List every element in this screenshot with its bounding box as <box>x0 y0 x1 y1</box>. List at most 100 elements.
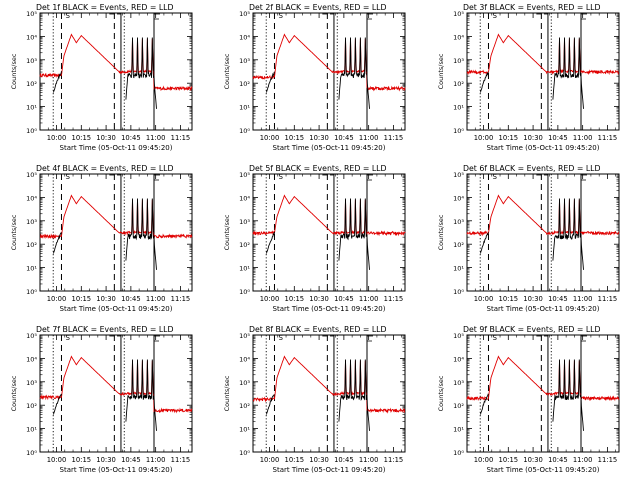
x-tick-label: 11:00 <box>359 295 379 303</box>
x-tick-label: 10:15 <box>72 295 92 303</box>
y-tick-label: 10³ <box>239 218 250 226</box>
x-tick-label: 10:30 <box>523 295 543 303</box>
plot-frame <box>252 12 406 131</box>
y-tick-label: 10⁵ <box>239 10 250 18</box>
x-tick-label: 10:15 <box>499 134 519 142</box>
x-tick-label: 10:15 <box>72 134 92 142</box>
panel-1f: Det 1f BLACK = Events, RED = LLD 10⁰ 10¹ 10… <box>10 3 193 152</box>
y-tick-label: 10⁴ <box>239 194 250 202</box>
events-series-line <box>52 71 62 93</box>
events-series-line <box>125 198 157 270</box>
y-tick-label: 10¹ <box>26 426 37 434</box>
panel-4f: Det 4f BLACK = Events, RED = LLD 10⁰ 10¹ 10… <box>10 164 193 313</box>
events-series-line <box>265 394 275 415</box>
x-tick-label: 10:15 <box>285 134 305 142</box>
x-tick-label: 11:15 <box>171 134 191 142</box>
x-tick-label: 11:15 <box>598 134 618 142</box>
y-axis-label: Counts/sec <box>10 214 18 250</box>
marker-bracket <box>153 13 160 20</box>
y-axis-label: Counts/sec <box>437 375 445 411</box>
plot-frame <box>466 12 620 131</box>
marker-bracket <box>153 335 160 342</box>
x-tick-label: 10:15 <box>285 295 305 303</box>
y-tick-label: 10⁴ <box>453 355 464 363</box>
x-tick-label: 10:30 <box>96 456 116 464</box>
y-tick-label: 10⁰ <box>26 288 37 296</box>
y-tick-label: 10² <box>26 402 37 410</box>
x-tick-label: 10:30 <box>523 134 543 142</box>
panel-title: Det 3f BLACK = Events, RED = LLD <box>463 3 601 12</box>
x-tick-label: 11:00 <box>359 134 379 142</box>
y-tick-label: 10³ <box>453 57 464 65</box>
x-tick-label: 10:15 <box>499 456 519 464</box>
x-tick-label: 10:45 <box>548 295 568 303</box>
x-tick-label: 10:00 <box>47 134 67 142</box>
x-tick-label: 10:45 <box>121 295 141 303</box>
y-axis-label: Counts/sec <box>10 53 18 89</box>
y-tick-label: 10⁵ <box>239 332 250 340</box>
y-tick-label: 10⁵ <box>453 332 464 340</box>
panel-6f: Det 6f BLACK = Events, RED = LLD 10⁰ 10¹ 10… <box>437 164 620 313</box>
y-axis-label: Counts/sec <box>437 214 445 250</box>
y-tick-label: 10⁵ <box>453 10 464 18</box>
y-tick-label: 10³ <box>26 57 37 65</box>
marker-s-glyph: S <box>65 334 70 342</box>
x-tick-label: 10:15 <box>72 456 92 464</box>
x-tick-label: 10:30 <box>96 295 116 303</box>
panel-2f: Det 2f BLACK = Events, RED = LLD 10⁰ 10¹ 10… <box>223 3 406 152</box>
y-tick-label: 10² <box>453 80 464 88</box>
lld-series-line <box>466 33 619 76</box>
panel-title: Det 7f BLACK = Events, RED = LLD <box>36 325 174 334</box>
x-tick-label: 11:00 <box>146 295 166 303</box>
marker-s-glyph: S <box>278 173 283 181</box>
panel-title: Det 9f BLACK = Events, RED = LLD <box>463 325 601 334</box>
marker-s-glyph: S <box>492 334 497 342</box>
panel-title: Det 6f BLACK = Events, RED = LLD <box>463 164 601 173</box>
y-tick-label: 10⁵ <box>453 171 464 179</box>
y-tick-label: 10¹ <box>239 104 250 112</box>
x-axis-label: Start Time (05-Oct-11 09:45:20) <box>487 144 600 152</box>
y-axis-label: Counts/sec <box>10 375 18 411</box>
y-tick-label: 10⁴ <box>453 33 464 41</box>
plot-frame <box>39 334 193 453</box>
x-tick-label: 10:30 <box>309 295 329 303</box>
x-tick-label: 11:15 <box>384 134 404 142</box>
y-tick-label: 10⁰ <box>239 449 250 457</box>
panel-title: Det 1f BLACK = Events, RED = LLD <box>36 3 174 12</box>
x-tick-label: 10:30 <box>96 134 116 142</box>
plot-frame <box>252 334 406 453</box>
x-tick-label: 10:45 <box>548 134 568 142</box>
y-tick-label: 10¹ <box>26 104 37 112</box>
panel-title: Det 8f BLACK = Events, RED = LLD <box>249 325 387 334</box>
x-tick-label: 10:45 <box>121 456 141 464</box>
marker-bracket <box>366 174 373 181</box>
x-tick-label: 10:45 <box>121 134 141 142</box>
lld-series-line <box>252 194 406 237</box>
x-tick-label: 11:00 <box>146 456 166 464</box>
y-tick-label: 10³ <box>239 57 250 65</box>
y-tick-label: 10⁰ <box>26 449 37 457</box>
events-series-line <box>552 37 584 109</box>
y-tick-label: 10⁰ <box>453 288 464 296</box>
marker-bracket <box>366 335 373 342</box>
marker-s-glyph: S <box>65 173 70 181</box>
y-tick-label: 10⁴ <box>453 194 464 202</box>
x-tick-label: 10:00 <box>47 456 67 464</box>
x-tick-label: 10:00 <box>47 295 67 303</box>
y-tick-label: 10² <box>239 402 250 410</box>
events-series-line <box>125 37 157 109</box>
y-axis-label: Counts/sec <box>223 375 231 411</box>
x-axis-label: Start Time (05-Oct-11 09:45:20) <box>60 305 173 313</box>
y-tick-label: 10⁵ <box>26 10 37 18</box>
plot-frame <box>39 173 193 292</box>
events-series-line <box>552 198 584 270</box>
x-axis-label: Start Time (05-Oct-11 09:45:20) <box>487 305 600 313</box>
panel-5f: Det 5f BLACK = Events, RED = LLD 10⁰ 10¹ 10… <box>223 164 406 313</box>
y-tick-label: 10⁰ <box>453 127 464 135</box>
events-series-line <box>52 393 62 415</box>
x-axis-label: Start Time (05-Oct-11 09:45:20) <box>273 466 386 474</box>
y-tick-label: 10² <box>453 241 464 249</box>
x-tick-label: 11:15 <box>598 295 618 303</box>
